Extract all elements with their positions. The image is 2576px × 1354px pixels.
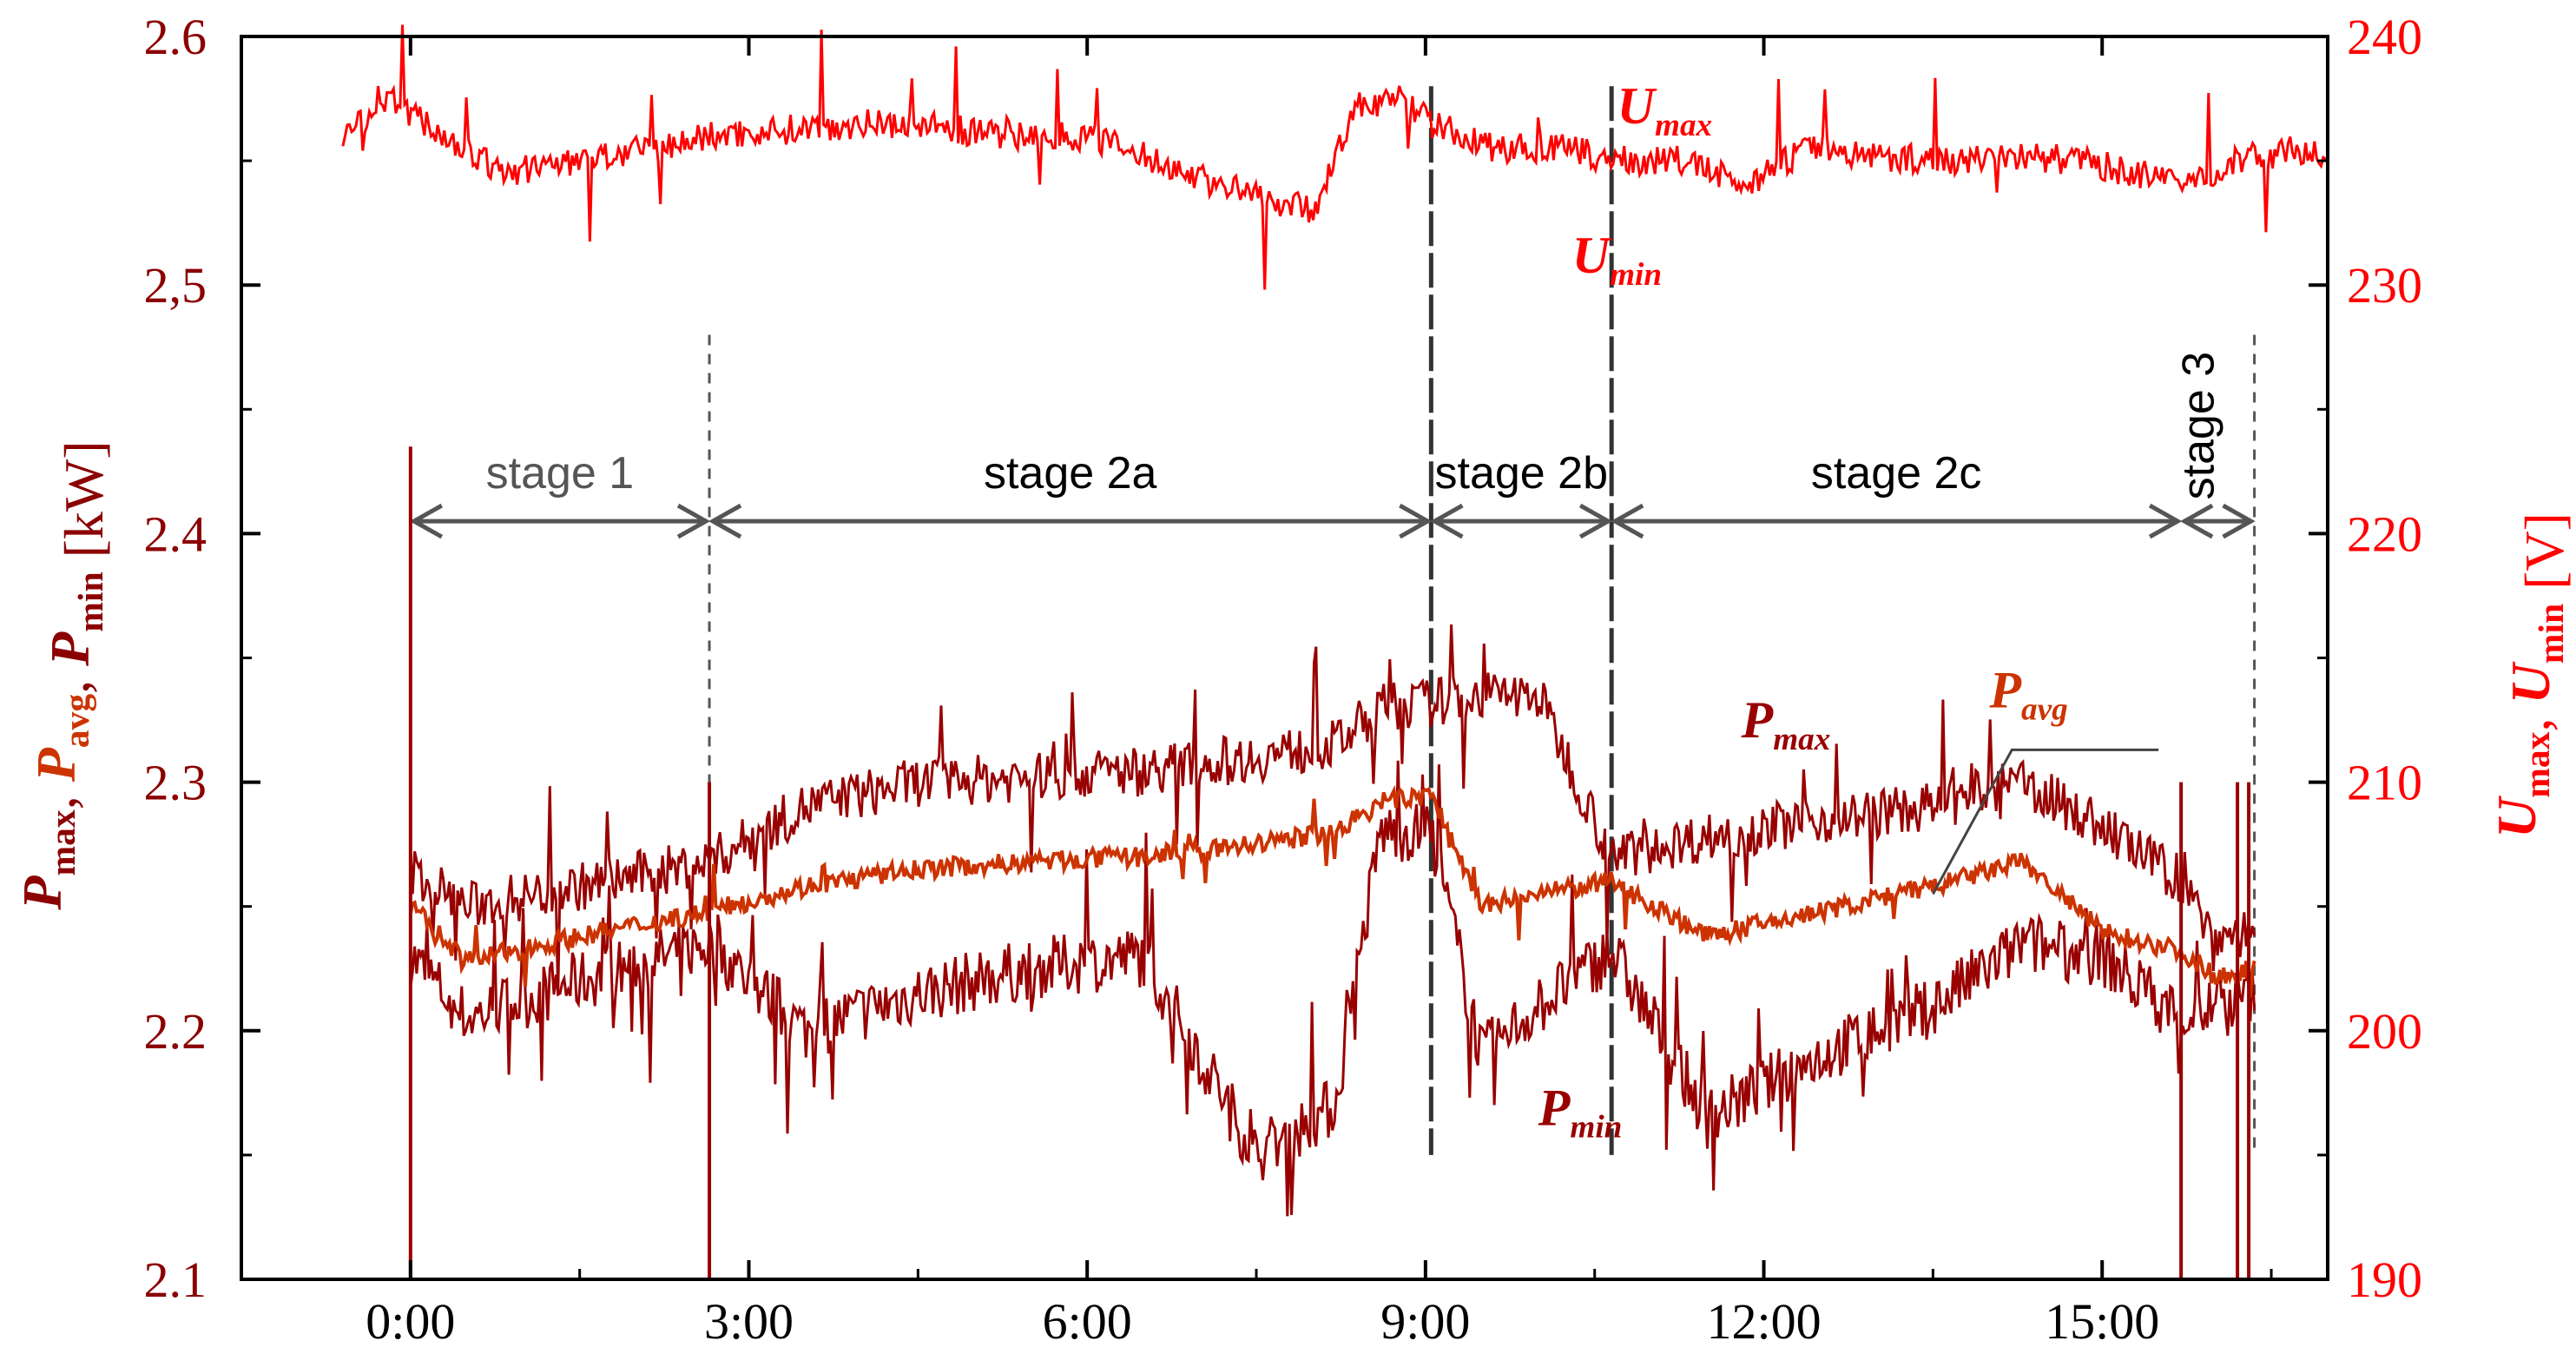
y-left-tick-label: 2.1 (144, 1252, 208, 1308)
x-tick-label: 15:00 (2045, 1293, 2159, 1350)
stage-arrowhead (676, 503, 711, 539)
x-tick-label: 12:00 (1706, 1293, 1821, 1350)
stage-arrowhead (1430, 503, 1464, 539)
data-series (341, 24, 2329, 1279)
y-left-tick-label: 2.4 (144, 505, 208, 562)
y-right-tick-label: 240 (2347, 9, 2422, 65)
stage-label: stage 2c (1811, 448, 1982, 499)
label-umin: Umin (1572, 227, 1662, 293)
y-left-tick-label: 2.3 (144, 755, 208, 811)
series-pmax (409, 624, 2256, 994)
y-left-tick-label: 2,5 (144, 257, 208, 314)
y-right-tick-label: 220 (2347, 505, 2422, 562)
y-left-tick-label: 2.2 (144, 1003, 208, 1060)
y-left-tick-label: 2.6 (144, 9, 208, 65)
x-tick-label: 3:00 (704, 1293, 794, 1350)
y-left-axis-title: Pmax, Pavg, Pmin [kW] (11, 440, 115, 910)
label-pmax: Pmax (1741, 691, 1831, 757)
series-pavg (408, 784, 2256, 998)
stage-label: stage 2b (1435, 448, 1609, 499)
stage-label: stage 3 (2173, 352, 2224, 500)
stage-arrowhead (1578, 503, 1613, 539)
series-u (341, 24, 2329, 290)
stage-label: stage 1 (486, 448, 635, 499)
y-right-tick-label: 210 (2347, 755, 2422, 811)
label-pmin: Pmin (1538, 1080, 1623, 1146)
y-right-tick-label: 200 (2347, 1003, 2422, 1060)
y-right-tick-label: 190 (2347, 1252, 2422, 1308)
stage-arrowhead (1611, 503, 1644, 539)
axes-ticks: 0:00 3:00 6:00 9:00 12:00 15:00 2.1 2.2 2.3 2.4 2,… (144, 9, 2423, 1350)
x-tick-label: 9:00 (1380, 1293, 1470, 1350)
y-right-axis-title: Umax, Umin [V] (2486, 512, 2575, 838)
stage-arrowhead (2180, 503, 2214, 539)
stage-label: stage 2a (984, 448, 1157, 499)
annotation-labels: Pmax, Pavg, Pmin [kW] Umax, Umin [V] Umax U… (11, 77, 2575, 1145)
pavg-leader-line (1932, 748, 2159, 895)
stage-arrowhead (2222, 503, 2256, 539)
series-pmin (409, 760, 2256, 1217)
x-tick-label: 6:00 (1043, 1293, 1132, 1350)
stage-arrowhead (409, 503, 444, 539)
stage-arrowhead (2148, 503, 2183, 539)
y-right-tick-label: 230 (2347, 257, 2422, 314)
label-pavg: Pavg (1988, 662, 2067, 728)
stage-arrowhead (1399, 503, 1433, 539)
stage-arrowhead (708, 503, 742, 539)
label-umax: Umax (1617, 77, 1712, 143)
x-tick-label: 0:00 (366, 1293, 455, 1350)
stage-annotations: stage 1 stage 2a stage 2b stage 2c stage 3 (409, 86, 2256, 1155)
